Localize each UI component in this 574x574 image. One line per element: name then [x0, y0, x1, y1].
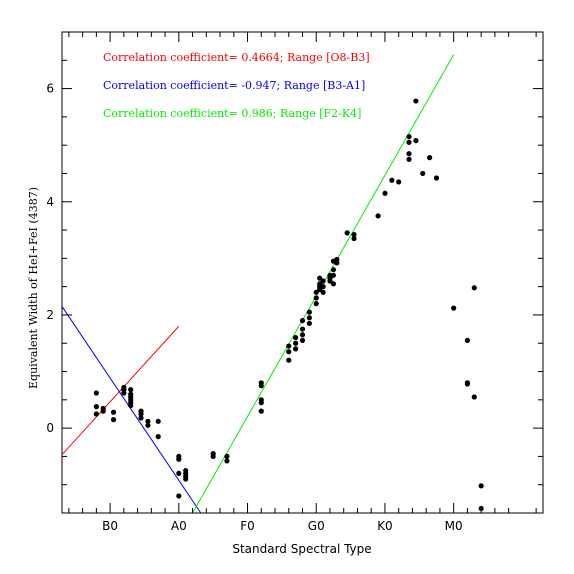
fit-line-3: [192, 54, 455, 513]
data-point: [224, 458, 230, 464]
data-point: [406, 134, 412, 140]
data-point: [155, 418, 161, 424]
x-axis-label: Standard Spectral Type: [232, 542, 371, 556]
data-point: [330, 272, 337, 278]
data-point: [320, 289, 326, 295]
data-point: [210, 453, 216, 460]
data-point: [406, 156, 412, 162]
data-point: [427, 155, 433, 161]
data-point: [320, 284, 326, 290]
data-point: [413, 138, 419, 144]
y-axis-label: Equivalent Width of HeI+FeI (4387): [27, 187, 40, 389]
data-point: [258, 408, 264, 414]
data-point: [299, 326, 306, 332]
data-point: [382, 190, 388, 196]
data-point: [128, 387, 134, 393]
data-point: [145, 418, 151, 424]
data-point: [317, 286, 323, 293]
data-point: [478, 483, 484, 489]
data-point: [293, 334, 299, 341]
fit-line-1: [62, 325, 180, 456]
data-point: [330, 281, 337, 287]
data-point: [176, 456, 182, 462]
data-point: [306, 309, 312, 315]
data-point: [406, 151, 412, 157]
data-point: [396, 179, 402, 185]
data-point: [138, 411, 144, 417]
data-point: [299, 318, 306, 324]
data-point: [464, 337, 471, 344]
data-point: [286, 343, 292, 349]
data-point: [258, 383, 264, 389]
data-point: [351, 231, 357, 238]
data-point: [121, 390, 127, 396]
data-point: [320, 278, 326, 284]
data-point: [128, 402, 134, 409]
data-point: [293, 340, 299, 346]
data-point: [433, 175, 440, 181]
data-points: [93, 98, 484, 512]
data-point: [258, 400, 264, 406]
data-point: [330, 267, 337, 273]
legend: Correlation coefficient= 0.4664; Range […: [103, 51, 370, 120]
plot-frame: [61, 31, 544, 514]
data-point: [93, 411, 99, 417]
data-point: [471, 394, 477, 400]
data-point: [306, 315, 312, 321]
data-point: [471, 285, 477, 291]
y-tick-label: 2: [46, 308, 54, 322]
data-point: [406, 139, 412, 145]
legend-entry-1: Correlation coefficient= 0.4664; Range […: [103, 51, 370, 64]
x-tick-label: G0: [308, 519, 325, 533]
y-tick-label: 4: [46, 195, 54, 209]
data-point: [183, 476, 189, 482]
data-point: [224, 453, 230, 460]
data-point: [286, 349, 292, 355]
data-point: [100, 408, 106, 414]
data-point: [155, 434, 161, 440]
data-point: [313, 289, 319, 295]
data-point: [306, 320, 312, 327]
data-point: [110, 409, 117, 415]
data-point: [93, 390, 99, 396]
fit-line-2: [62, 306, 202, 513]
data-point: [299, 337, 306, 344]
x-tick-label: F0: [240, 519, 255, 533]
x-tick-label: M0: [445, 519, 463, 533]
data-point: [451, 305, 457, 311]
data-point: [420, 170, 426, 177]
axis-ticks: B0 A0 F0 G0 K0 M0 0 2 4 6: [46, 31, 543, 533]
legend-entry-2: Correlation coefficient= -0.947; Range […: [103, 79, 365, 92]
data-point: [351, 235, 357, 242]
fit-lines: [62, 54, 455, 513]
data-point: [145, 422, 151, 428]
data-point: [464, 381, 471, 387]
y-tick-label: 6: [46, 82, 54, 96]
data-point: [286, 357, 292, 363]
data-point: [176, 470, 182, 476]
data-point: [313, 295, 319, 301]
data-point: [110, 417, 117, 423]
data-point: [313, 301, 319, 307]
data-point: [138, 415, 144, 421]
x-tick-label: A0: [171, 519, 187, 533]
data-point: [344, 230, 350, 236]
data-point: [389, 177, 395, 183]
data-point: [413, 98, 419, 104]
y-tick-label: 0: [46, 421, 54, 435]
data-point: [317, 275, 323, 281]
data-point: [293, 346, 299, 352]
x-tick-label: K0: [377, 519, 393, 533]
data-point: [375, 213, 381, 219]
x-tick-label: B0: [102, 519, 118, 533]
data-point: [93, 404, 99, 410]
data-point: [334, 260, 340, 266]
data-point: [176, 493, 182, 499]
data-point: [299, 332, 306, 338]
legend-entry-3: Correlation coefficient= 0.986; Range [F…: [103, 107, 361, 120]
data-point: [327, 278, 333, 284]
